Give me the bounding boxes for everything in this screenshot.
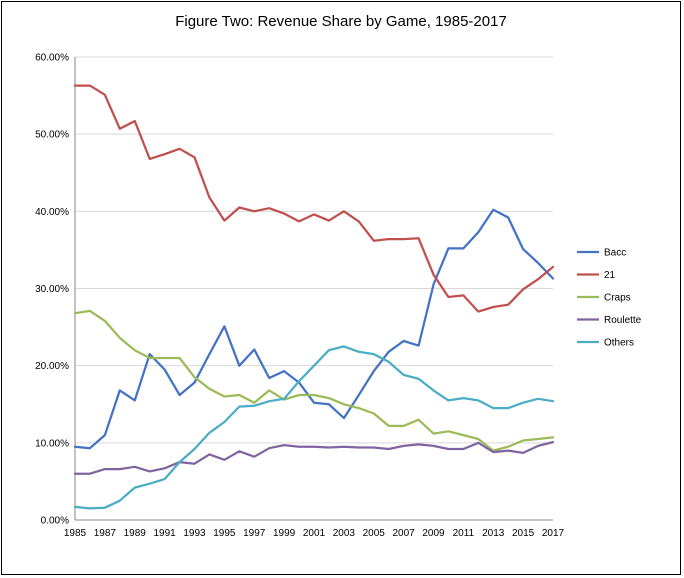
x-tick-label: 2015	[512, 528, 535, 539]
series-line-bacc	[73, 208, 555, 450]
x-axis-tick-labels: 1985 1987 1989 1991 1993 1995 1997 1999 2001 2003…	[64, 528, 565, 539]
series-line-others	[73, 345, 555, 510]
y-tick-label: 10.00%	[35, 438, 69, 449]
x-tick-label: 2017	[542, 528, 565, 539]
y-tick-label: 50.00%	[35, 130, 69, 141]
x-tick-label: 1997	[243, 528, 266, 539]
y-tick-label: 20.00%	[35, 361, 69, 372]
y-axis-tick-labels: 0.00% 10.00% 20.00% 30.00% 40.00% 50.00% 60.00…	[35, 53, 69, 527]
series-line-craps	[73, 309, 555, 452]
chart-title: Figure Two: Revenue Share by Game, 1985-…	[175, 13, 507, 30]
series-lines	[73, 84, 555, 510]
legend: Bacc 21 Craps Roulette Others	[577, 248, 642, 349]
x-tick-label: 1985	[64, 528, 87, 539]
axes	[74, 57, 553, 521]
x-tick-label: 2003	[333, 528, 356, 539]
series-line-21	[73, 84, 555, 313]
y-tick-label: 30.00%	[35, 284, 69, 295]
x-tick-label: 2013	[482, 528, 505, 539]
legend-label: Roulette	[604, 315, 642, 326]
x-tick-label: 1991	[154, 528, 177, 539]
y-tick-label: 60.00%	[35, 53, 69, 64]
legend-label: Others	[604, 338, 634, 349]
x-tick-label: 2001	[303, 528, 326, 539]
legend-label: Bacc	[604, 248, 626, 259]
x-tick-label: 2011	[453, 528, 475, 539]
x-tick-label: 1999	[273, 528, 296, 539]
x-tick-label: 2009	[422, 528, 445, 539]
y-tick-label: 40.00%	[35, 207, 69, 218]
x-tick-label: 1993	[183, 528, 206, 539]
x-tick-label: 2005	[363, 528, 386, 539]
x-tick-label: 2007	[393, 528, 416, 539]
legend-label: 21	[604, 270, 616, 281]
y-tick-label: 0.00%	[41, 516, 69, 527]
legend-label: Craps	[604, 293, 631, 304]
x-tick-label: 1987	[94, 528, 117, 539]
gridlines	[75, 56, 553, 444]
x-tick-label: 1995	[213, 528, 236, 539]
x-tick-label: 1989	[124, 528, 147, 539]
series-line-roulette	[73, 440, 555, 475]
